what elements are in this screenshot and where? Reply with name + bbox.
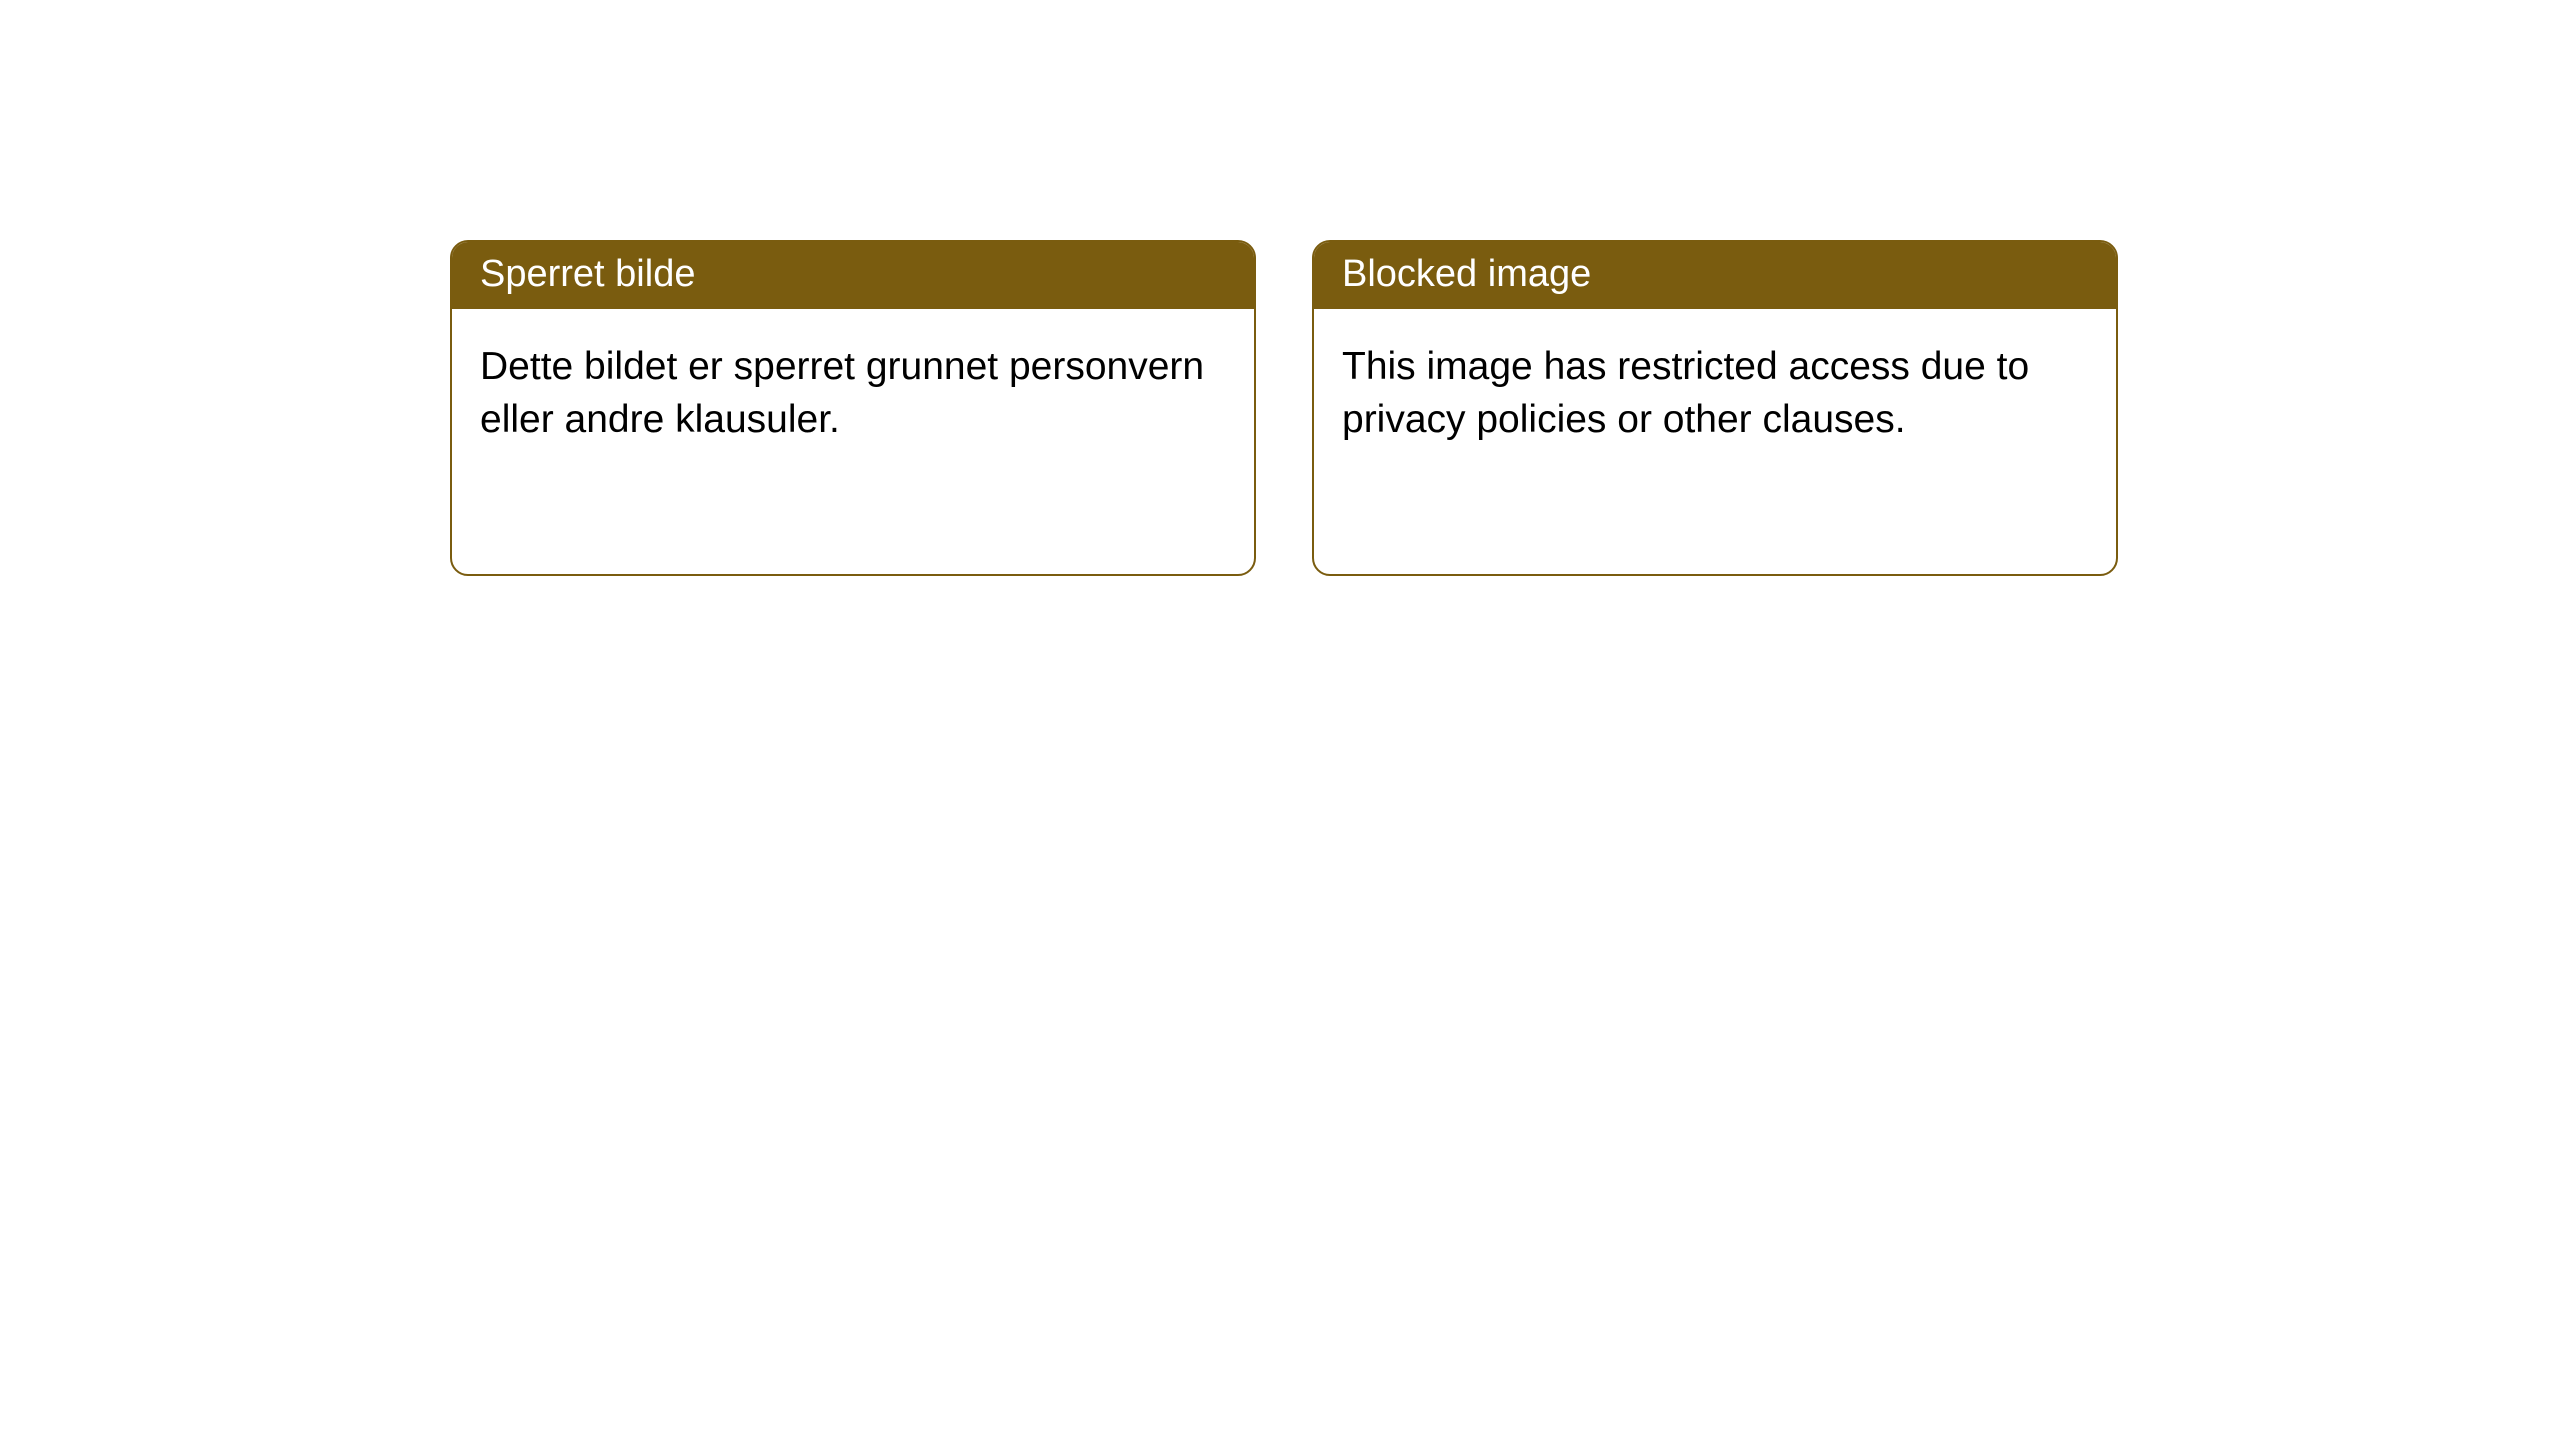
notice-title: Blocked image xyxy=(1342,253,1591,295)
notice-header: Sperret bilde xyxy=(452,242,1254,309)
notice-body: This image has restricted access due to … xyxy=(1314,309,2116,478)
notice-card-english: Blocked image This image has restricted … xyxy=(1312,240,2118,576)
notice-body: Dette bildet er sperret grunnet personve… xyxy=(452,309,1254,478)
notice-card-norwegian: Sperret bilde Dette bildet er sperret gr… xyxy=(450,240,1256,576)
notice-body-text: Dette bildet er sperret grunnet personve… xyxy=(480,345,1204,441)
notice-title: Sperret bilde xyxy=(480,253,695,295)
notice-header: Blocked image xyxy=(1314,242,2116,309)
notice-container: Sperret bilde Dette bildet er sperret gr… xyxy=(0,0,2560,576)
notice-body-text: This image has restricted access due to … xyxy=(1342,345,2029,441)
